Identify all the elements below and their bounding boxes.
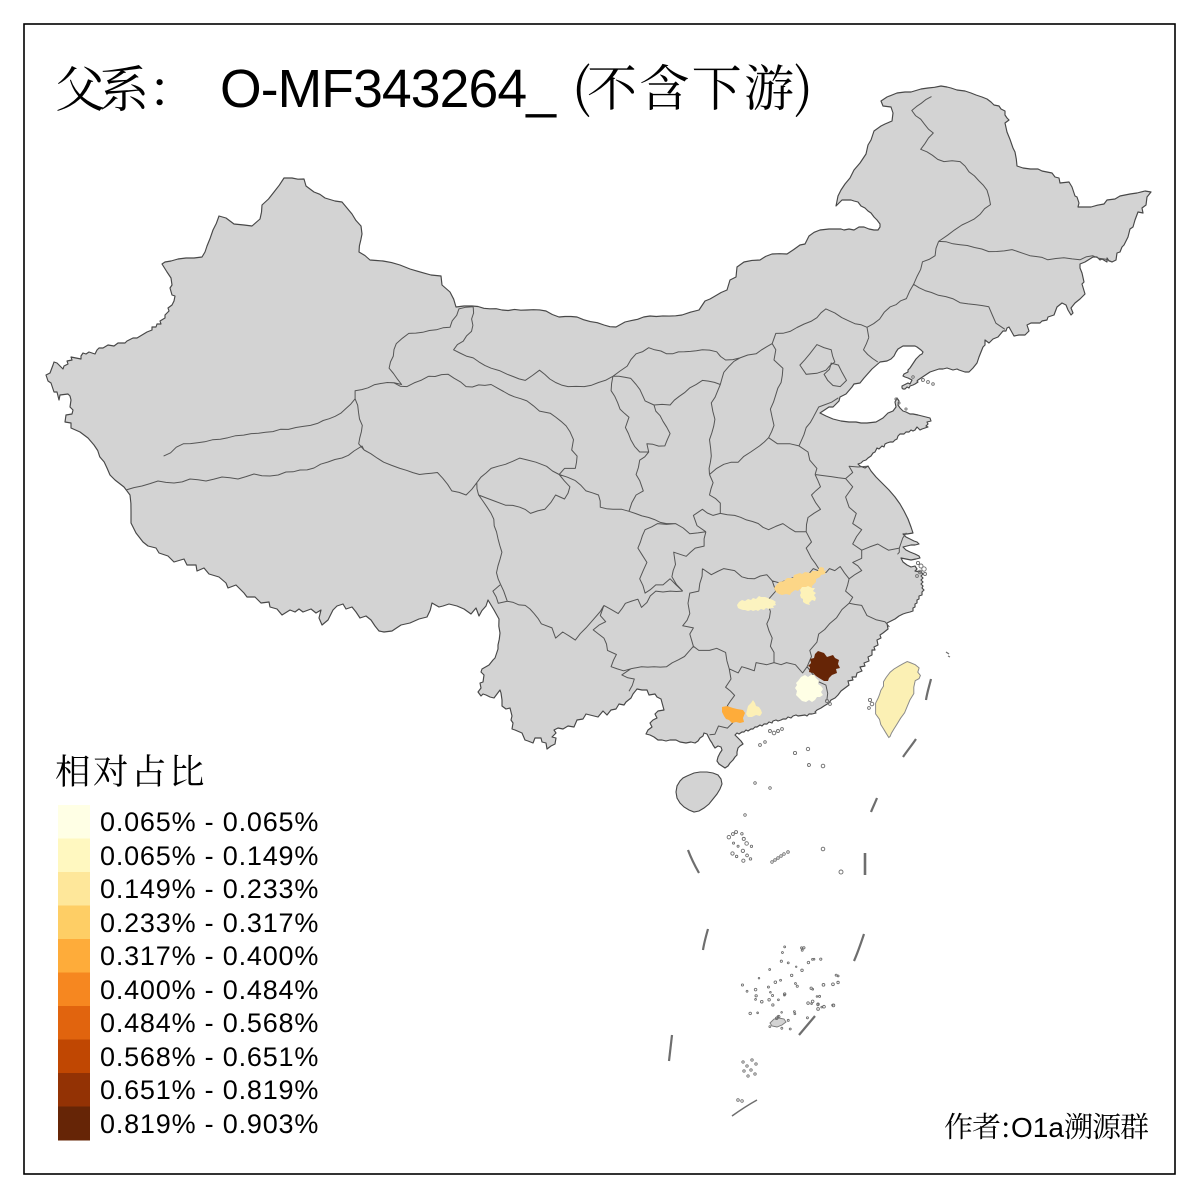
svg-text:0.233% - 0.317%: 0.233% - 0.317%: [100, 908, 319, 938]
svg-text:0.149% - 0.233%: 0.149% - 0.233%: [100, 874, 319, 904]
svg-text:0.651% - 0.819%: 0.651% - 0.819%: [100, 1075, 319, 1105]
svg-text:0.317% - 0.400%: 0.317% - 0.400%: [100, 941, 319, 971]
svg-text:0.065% - 0.149%: 0.065% - 0.149%: [100, 841, 319, 871]
svg-text:O-MF343264_: O-MF343264_: [220, 60, 557, 119]
svg-text:0.065% - 0.065%: 0.065% - 0.065%: [100, 807, 319, 837]
svg-text:0.400% - 0.484%: 0.400% - 0.484%: [100, 975, 319, 1005]
svg-text:0.568% - 0.651%: 0.568% - 0.651%: [100, 1042, 319, 1072]
svg-text:0.484% - 0.568%: 0.484% - 0.568%: [100, 1008, 319, 1038]
svg-text:O1a: O1a: [1011, 1112, 1064, 1143]
svg-text:0.819% - 0.903%: 0.819% - 0.903%: [100, 1109, 319, 1139]
